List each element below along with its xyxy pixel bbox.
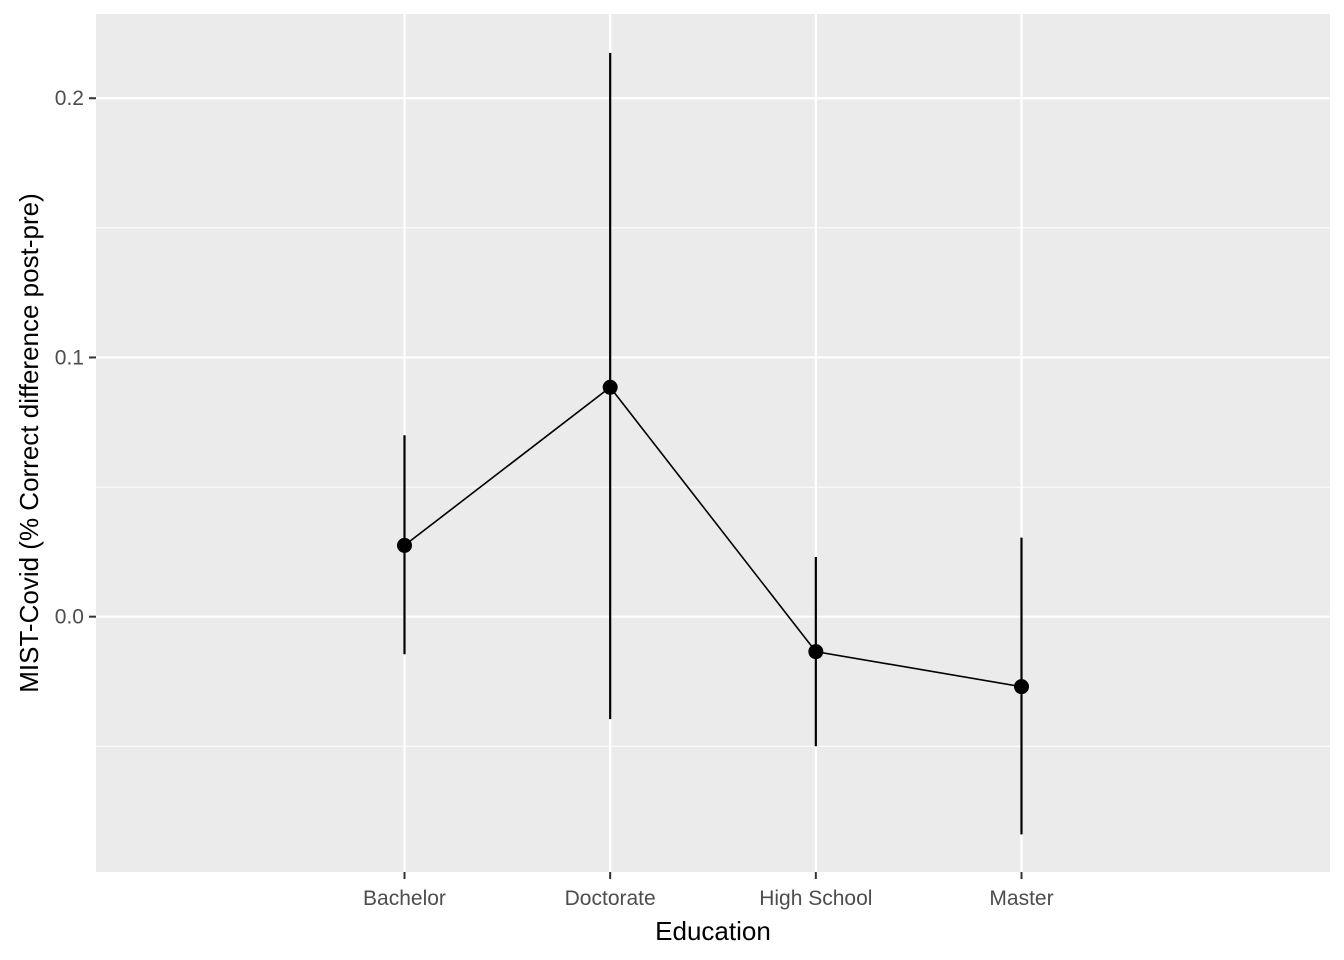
y-axis-title: MIST-Covid (% Correct difference post-pr…: [14, 193, 44, 692]
y-tick-label: 0.2: [55, 87, 84, 110]
y-tick-label: 0.0: [55, 606, 84, 629]
data-point: [397, 537, 412, 553]
y-axis: 0.0 0.1 0.2: [55, 87, 96, 629]
x-tick-label: Bachelor: [363, 887, 446, 910]
x-tick-label: Master: [989, 887, 1053, 910]
x-axis: Bachelor Doctorate High School Master: [363, 872, 1054, 910]
minor-gridlines: [96, 227, 1330, 747]
y-tick-label: 0.1: [55, 346, 84, 369]
data-point: [1014, 679, 1029, 695]
x-tick-label: Doctorate: [565, 887, 656, 910]
plot-panel: [96, 14, 1330, 872]
x-tick-label: High School: [759, 887, 872, 910]
series-line: [404, 386, 1022, 688]
data-point: [602, 379, 618, 395]
data-point: [808, 644, 824, 660]
x-axis-title: Education: [655, 916, 771, 946]
data-marks: [397, 52, 1029, 835]
